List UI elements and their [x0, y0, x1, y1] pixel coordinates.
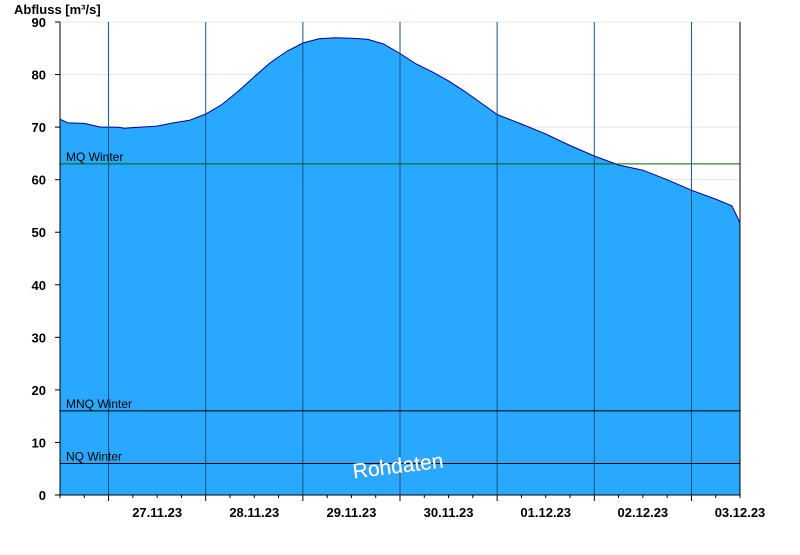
y-tick-label-90: 90 [32, 15, 46, 30]
y-axis-label: Abfluss [m³/s] [14, 2, 101, 17]
x-tick-label-2: 29.11.23 [326, 505, 376, 520]
x-tick-label-4: 01.12.23 [520, 505, 571, 520]
reference-lines: MQ Winter MNQ Winter NQ Winter [60, 150, 740, 464]
x-tick-label-6: 03.12.23 [715, 505, 766, 520]
y-tick-label-20: 20 [32, 383, 46, 398]
x-axis-ticks: 27.11.23 28.11.23 29.11.23 30.11.23 01.12.23… [59, 495, 766, 520]
y-tick-label-40: 40 [32, 278, 46, 293]
y-tick-label-60: 60 [32, 173, 46, 188]
reference-label-1: MNQ Winter [66, 397, 132, 411]
y-tick-label-0: 0 [39, 488, 46, 503]
y-tick-label-50: 50 [32, 225, 46, 240]
x-tick-label-1: 28.11.23 [229, 505, 279, 520]
reference-label-0: MQ Winter [66, 150, 123, 164]
y-tick-label-70: 70 [32, 120, 46, 135]
y-tick-label-10: 10 [32, 435, 46, 450]
y-tick-label-30: 30 [32, 330, 46, 345]
x-tick-label-5: 02.12.23 [618, 505, 669, 520]
reference-label-2: NQ Winter [66, 449, 122, 463]
y-tick-label-80: 80 [32, 68, 46, 83]
y-axis-ticks: 0 10 20 30 40 50 60 70 80 90 [32, 15, 60, 503]
day-divider-lines [108, 22, 692, 495]
discharge-line [59, 37, 741, 224]
x-tick-label-0: 27.11.23 [132, 505, 182, 520]
x-tick-label-3: 30.11.23 [424, 505, 474, 520]
